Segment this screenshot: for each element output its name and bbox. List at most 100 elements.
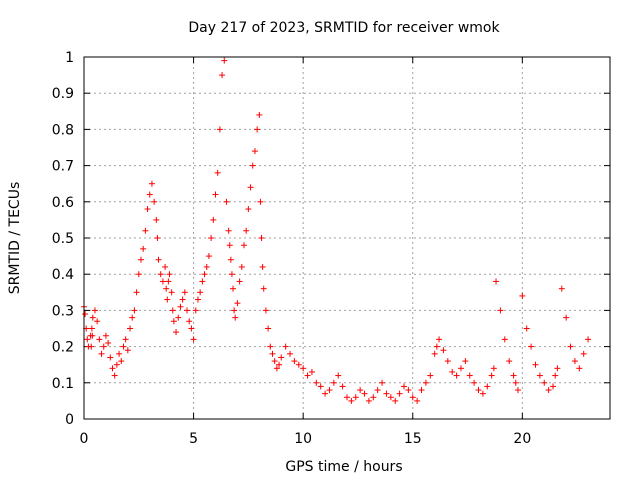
data-point: [479, 390, 486, 397]
data-point: [370, 394, 377, 401]
data-point: [170, 318, 177, 325]
data-point: [88, 343, 95, 350]
data-point: [181, 289, 188, 296]
data-point: [576, 365, 583, 372]
data-point: [243, 227, 250, 234]
data-point: [210, 216, 217, 223]
data-point: [558, 285, 565, 292]
data-point: [387, 394, 394, 401]
data-point: [262, 307, 269, 314]
data-point: [135, 271, 142, 278]
data-point: [129, 314, 136, 321]
y-tick-label: 0.6: [52, 195, 74, 211]
data-point: [205, 253, 212, 260]
data-point: [102, 332, 109, 339]
data-point: [100, 343, 107, 350]
data-point: [409, 394, 416, 401]
data-point: [203, 263, 210, 270]
data-point: [124, 347, 131, 354]
y-tick-label: 0.7: [52, 159, 74, 175]
data-point: [396, 390, 403, 397]
data-point: [219, 72, 226, 79]
data-point: [137, 256, 144, 263]
data-point: [433, 343, 440, 350]
data-point: [157, 271, 164, 278]
y-tick-label: 0.8: [52, 122, 74, 138]
data-point: [116, 350, 123, 357]
data-point: [162, 263, 169, 270]
data-point: [98, 350, 105, 357]
data-point: [580, 350, 587, 357]
data-point: [308, 368, 315, 375]
data-point: [89, 332, 96, 339]
data-point: [269, 350, 276, 357]
data-point: [208, 235, 215, 241]
y-tick-label: 0.5: [52, 231, 74, 247]
data-point: [361, 390, 368, 397]
data-point: [493, 278, 500, 285]
data-point: [107, 354, 114, 361]
data-point: [228, 271, 235, 278]
data-point: [173, 329, 180, 336]
data-point: [175, 314, 182, 321]
plot-frame: [83, 56, 611, 420]
data-point: [339, 383, 346, 390]
data-point: [177, 303, 184, 310]
data-point: [357, 387, 364, 394]
data-point: [436, 336, 443, 343]
data-point: [512, 379, 519, 386]
data-point: [151, 198, 158, 205]
data-point: [186, 318, 193, 325]
data-point: [276, 361, 283, 368]
data-point: [260, 285, 267, 292]
data-point: [168, 289, 175, 296]
data-point: [249, 162, 256, 169]
data-point: [96, 336, 103, 343]
data-point: [392, 397, 399, 404]
data-point: [484, 383, 491, 390]
data-point: [271, 358, 278, 365]
data-point: [144, 206, 151, 213]
data-point: [475, 387, 482, 394]
data-point: [365, 397, 372, 404]
data-point: [166, 271, 173, 278]
data-point: [335, 372, 342, 379]
data-point: [528, 343, 535, 350]
data-point: [89, 314, 96, 321]
x-tick-label: 20: [513, 431, 531, 447]
data-point: [536, 372, 543, 379]
data-point: [304, 372, 311, 379]
data-point: [192, 307, 199, 314]
data-point: [471, 379, 478, 386]
data-point: [232, 314, 239, 321]
data-point: [142, 227, 149, 234]
data-point: [317, 383, 324, 390]
data-point: [240, 242, 247, 249]
data-point: [146, 191, 153, 198]
data-point: [88, 325, 95, 332]
data-point: [148, 180, 155, 187]
data-point: [278, 354, 285, 361]
data-point: [113, 361, 120, 368]
data-point: [400, 383, 407, 390]
y-tick-label: 0.9: [52, 86, 74, 102]
data-point: [567, 343, 574, 350]
data-point: [247, 184, 254, 191]
data-point: [127, 325, 134, 332]
data-point: [133, 289, 140, 296]
y-tick-label: 0.4: [52, 267, 74, 283]
data-point: [153, 216, 160, 223]
data-point: [254, 126, 261, 133]
data-point: [105, 339, 112, 346]
data-point: [490, 365, 497, 372]
data-point: [466, 372, 473, 379]
data-point: [251, 148, 258, 155]
y-axis-label: SRMTID / TECUs: [7, 182, 23, 295]
data-point: [259, 263, 266, 270]
data-point: [291, 358, 298, 365]
data-point: [214, 169, 221, 176]
data-point: [352, 394, 359, 401]
data-point: [295, 361, 302, 368]
data-point: [188, 325, 195, 332]
chart-title: Day 217 of 2023, SRMTID for receiver wmo…: [188, 20, 500, 36]
